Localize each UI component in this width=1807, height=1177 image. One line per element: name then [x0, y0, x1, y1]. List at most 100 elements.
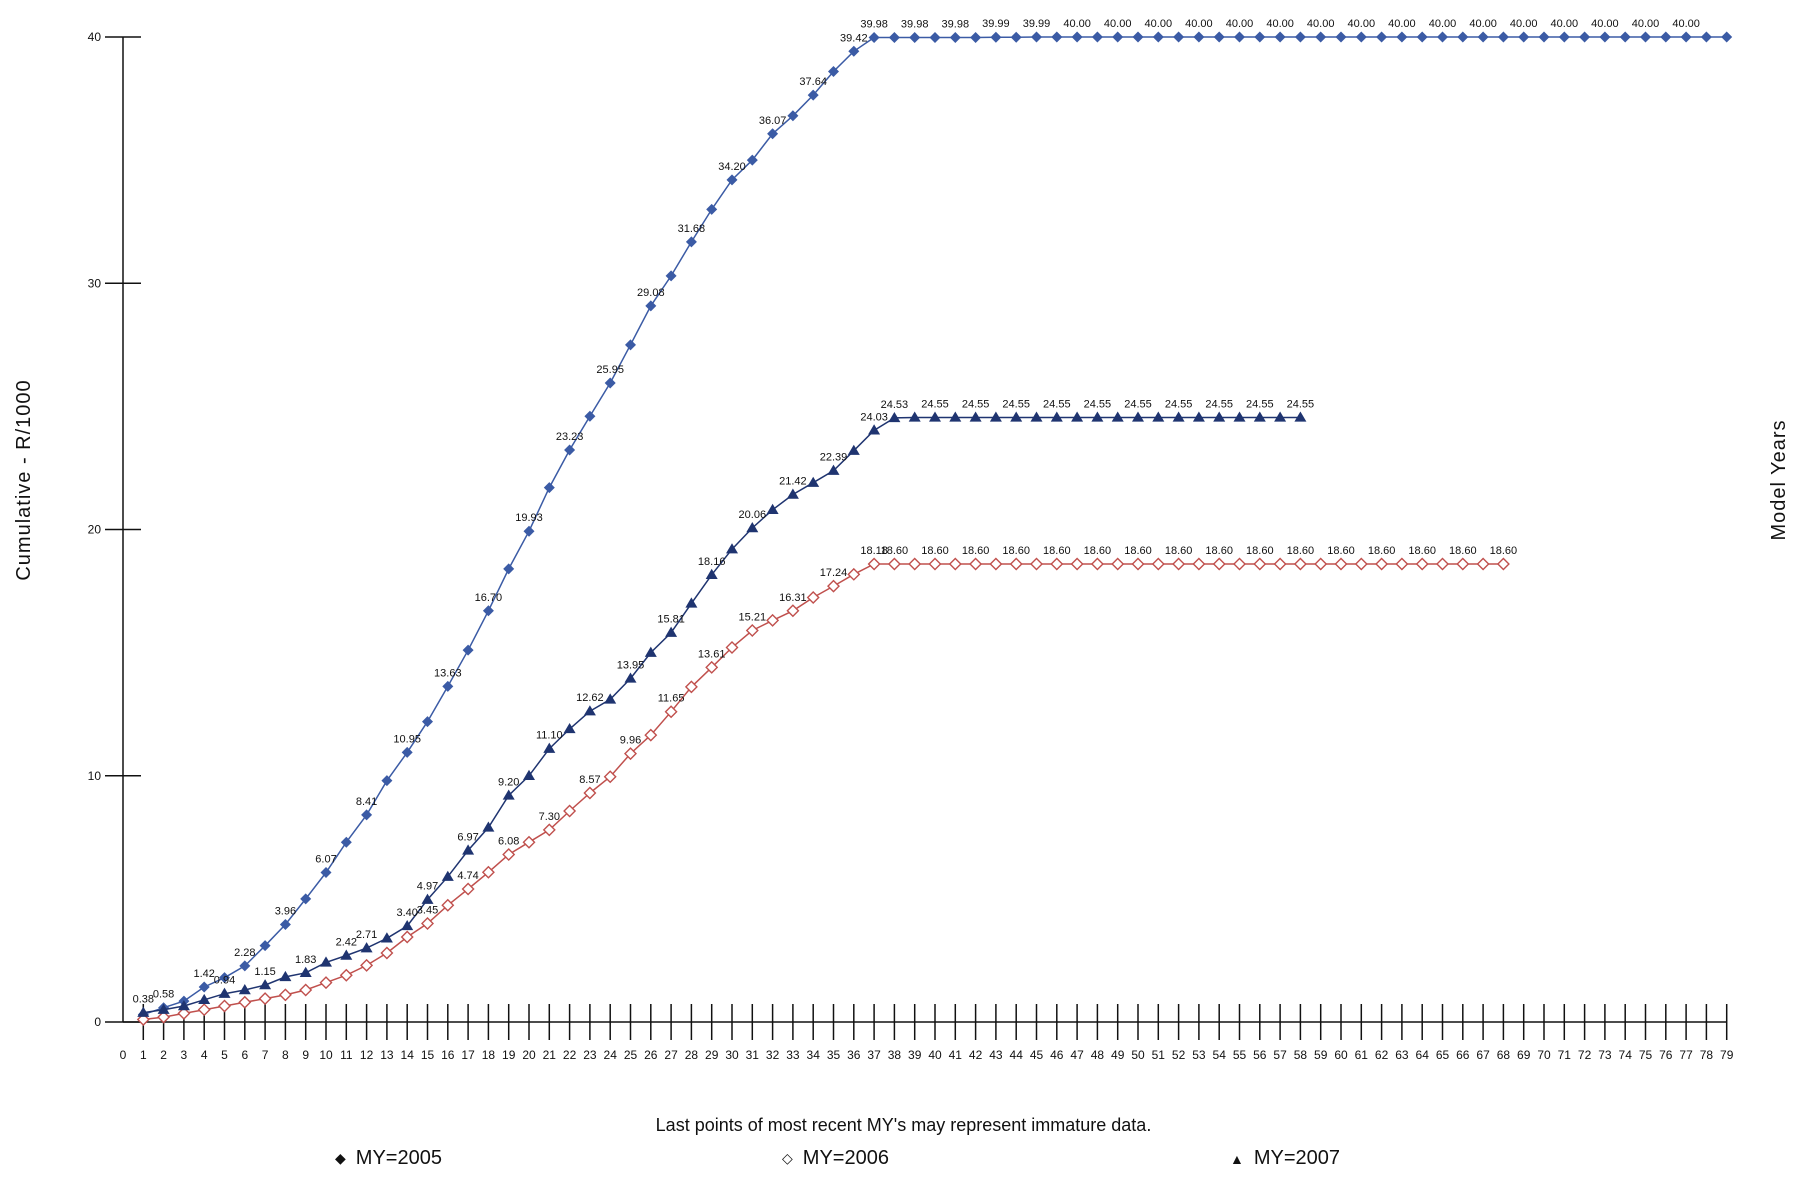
data-point: [1253, 557, 1267, 571]
data-label: 37.64: [799, 76, 827, 88]
data-point: [401, 919, 414, 931]
data-point: [340, 836, 352, 848]
data-point: [1334, 557, 1348, 571]
right-axis-title: Model Years: [1768, 419, 1790, 540]
data-point: [1091, 411, 1104, 422]
data-point: [767, 128, 779, 140]
x-tick-label: 44: [1010, 1048, 1024, 1062]
data-point: [664, 705, 678, 719]
data-label: 9.20: [498, 776, 519, 788]
legend-item-my2007: ▲ MY=2007: [1230, 1147, 1340, 1170]
data-point: [401, 746, 413, 758]
x-tick-label: 58: [1294, 1048, 1308, 1062]
data-point: [989, 557, 1003, 571]
x-ticks: 0 1 2 3 4 5 6 7 8 9 10 11 12 13 14 15 16 17 18 19 20 21 22 23 24…: [120, 1004, 1734, 1062]
data-point: [258, 992, 272, 1006]
x-tick-label: 42: [969, 1048, 983, 1062]
data-label: 1.42: [193, 968, 214, 980]
data-label: 24.53: [881, 399, 909, 411]
data-label: 18.60: [1327, 545, 1355, 557]
data-label: 18.60: [1084, 545, 1112, 557]
data-point: [360, 942, 373, 953]
data-label: 1.15: [254, 966, 275, 978]
data-point: [279, 918, 291, 930]
data-point: [1172, 557, 1186, 571]
data-point: [239, 960, 251, 972]
x-tick-label: 35: [827, 1048, 841, 1062]
data-point: [522, 835, 536, 849]
x-tick-label: 65: [1436, 1048, 1450, 1062]
axes: [122, 37, 1727, 1023]
data-point: [807, 476, 820, 487]
data-point: [603, 770, 617, 784]
x-tick-label: 2: [160, 1048, 167, 1062]
data-point: [238, 995, 252, 1009]
data-point: [219, 972, 230, 984]
x-tick-label: 77: [1679, 1048, 1693, 1062]
x-tick-label: 7: [262, 1048, 269, 1062]
chart-footnote: Last points of most recent MY's may repr…: [655, 1115, 1152, 1135]
data-point: [1314, 557, 1328, 571]
x-tick-label: 78: [1700, 1048, 1714, 1062]
x-tick-label: 17: [461, 1048, 475, 1062]
data-point: [868, 424, 881, 435]
data-label: 39.98: [901, 18, 929, 30]
x-tick-label: 69: [1517, 1048, 1531, 1062]
x-tick-label: 62: [1375, 1048, 1389, 1062]
y-tick-label: 0: [94, 1015, 101, 1029]
data-point: [299, 966, 312, 977]
x-tick-label: 13: [380, 1048, 394, 1062]
data-label: 10.95: [393, 733, 421, 745]
data-label: 17.24: [820, 567, 848, 579]
data-point: [624, 672, 637, 683]
x-tick-label: 12: [360, 1048, 374, 1062]
data-label: 18.16: [698, 556, 726, 568]
data-label: 6.97: [457, 831, 478, 843]
data-point: [624, 747, 637, 761]
data-label: 24.55: [1043, 398, 1071, 410]
data-label: 36.07: [759, 115, 787, 127]
data-label: 40.00: [1429, 18, 1457, 30]
legend-item-my2006: ◇ MY=2006: [782, 1147, 889, 1170]
data-point: [1476, 557, 1490, 571]
data-point: [177, 999, 190, 1011]
data-label: 40.00: [1632, 18, 1660, 30]
data-point: [279, 970, 292, 982]
x-tick-label: 4: [201, 1048, 208, 1062]
data-label: 16.70: [475, 592, 503, 604]
data-point: [1091, 31, 1103, 43]
data-point: [644, 646, 657, 657]
x-tick-label: 28: [685, 1048, 699, 1062]
data-label: 2.71: [356, 929, 377, 941]
y-axis-title: Cumulative - R/1000: [13, 379, 35, 580]
y-tick-label: 40: [88, 30, 102, 44]
x-tick-label: 33: [786, 1048, 800, 1062]
x-tick-label: 57: [1273, 1048, 1287, 1062]
data-point: [685, 236, 697, 248]
y-ticks: 0 10 20 30 40: [88, 30, 141, 1029]
data-label: 34.20: [718, 161, 746, 173]
data-point: [1415, 557, 1429, 571]
data-point: [604, 693, 617, 704]
data-point: [1253, 411, 1266, 422]
data-point: [583, 786, 597, 800]
data-label: 11.10: [536, 730, 563, 742]
data-point: [848, 45, 860, 57]
data-point: [1212, 557, 1226, 571]
data-label: 22.39: [820, 452, 848, 464]
data-label: 40.00: [1510, 18, 1538, 30]
data-label: 18.60: [1246, 545, 1274, 557]
data-label: 39.99: [982, 18, 1010, 30]
data-point: [725, 640, 739, 654]
x-tick-label: 41: [949, 1048, 963, 1062]
x-tick-label: 24: [604, 1048, 618, 1062]
data-point: [665, 626, 678, 637]
data-point: [726, 543, 738, 554]
x-tick-label: 18: [482, 1048, 496, 1062]
data-point: [827, 579, 840, 593]
data-label: 16.31: [779, 592, 807, 604]
data-point: [970, 31, 982, 43]
data-point: [523, 525, 535, 537]
data-point: [137, 1006, 150, 1017]
data-point: [685, 597, 698, 608]
